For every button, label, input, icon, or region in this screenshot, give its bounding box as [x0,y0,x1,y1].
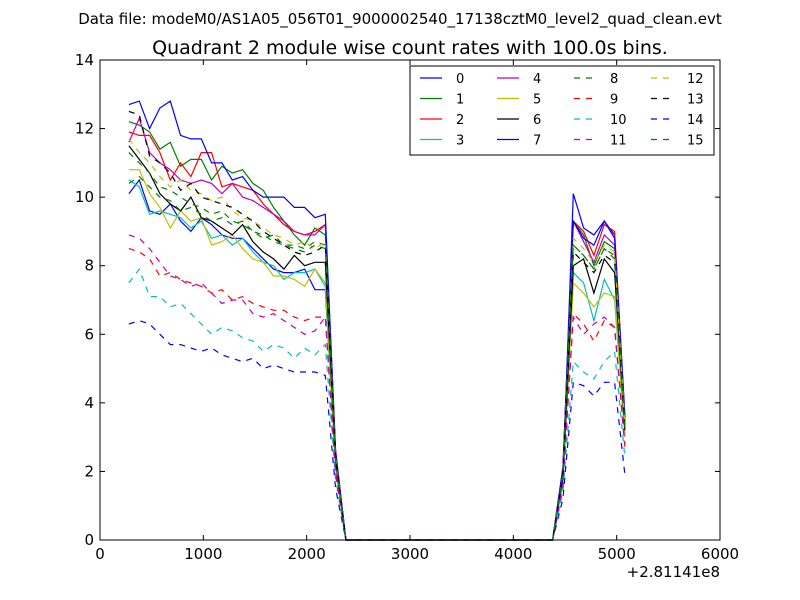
y-tick-label: 12 [75,120,94,138]
legend-label-13: 13 [687,93,704,108]
legend-label-3: 3 [456,134,464,149]
legend-label-15: 15 [687,134,704,149]
legend-label-6: 6 [533,113,541,128]
y-tick-label: 8 [84,257,94,275]
x-tick-label: 3000 [391,545,429,563]
legend-label-0: 0 [456,72,464,87]
legend-label-12: 12 [687,72,704,87]
legend-label-11: 11 [610,134,627,149]
chart-title: Quadrant 2 module wise count rates with … [152,37,668,59]
y-tick-label: 0 [84,531,94,549]
y-tick-label: 6 [84,325,94,343]
x-axis-offset-label: +2.81141e8 [627,563,720,581]
x-tick-label: 6000 [701,545,739,563]
y-tick-label: 14 [75,51,94,69]
legend-label-5: 5 [533,93,541,108]
legend-label-9: 9 [610,93,618,108]
y-tick-label: 10 [75,188,94,206]
legend-label-2: 2 [456,113,464,128]
legend-box [409,65,715,156]
x-tick-label: 0 [95,545,105,563]
y-tick-label: 4 [84,394,94,412]
x-tick-label: 4000 [494,545,532,563]
legend-label-1: 1 [456,93,464,108]
legend-label-7: 7 [533,134,541,149]
legend-label-8: 8 [610,72,618,87]
series-line-11 [128,234,626,541]
legend-label-14: 14 [687,113,704,128]
axes-layer [99,59,721,541]
legend-label-10: 10 [610,113,627,128]
y-tick-label: 2 [84,462,94,480]
x-tick-label: 2000 [288,545,326,563]
figure-suptitle: Data file: modeM0/AS1A05_056T01_90000025… [78,10,722,29]
x-tick-label: 1000 [184,545,222,563]
x-tick-label: 5000 [598,545,636,563]
legend-label-4: 4 [533,72,541,87]
